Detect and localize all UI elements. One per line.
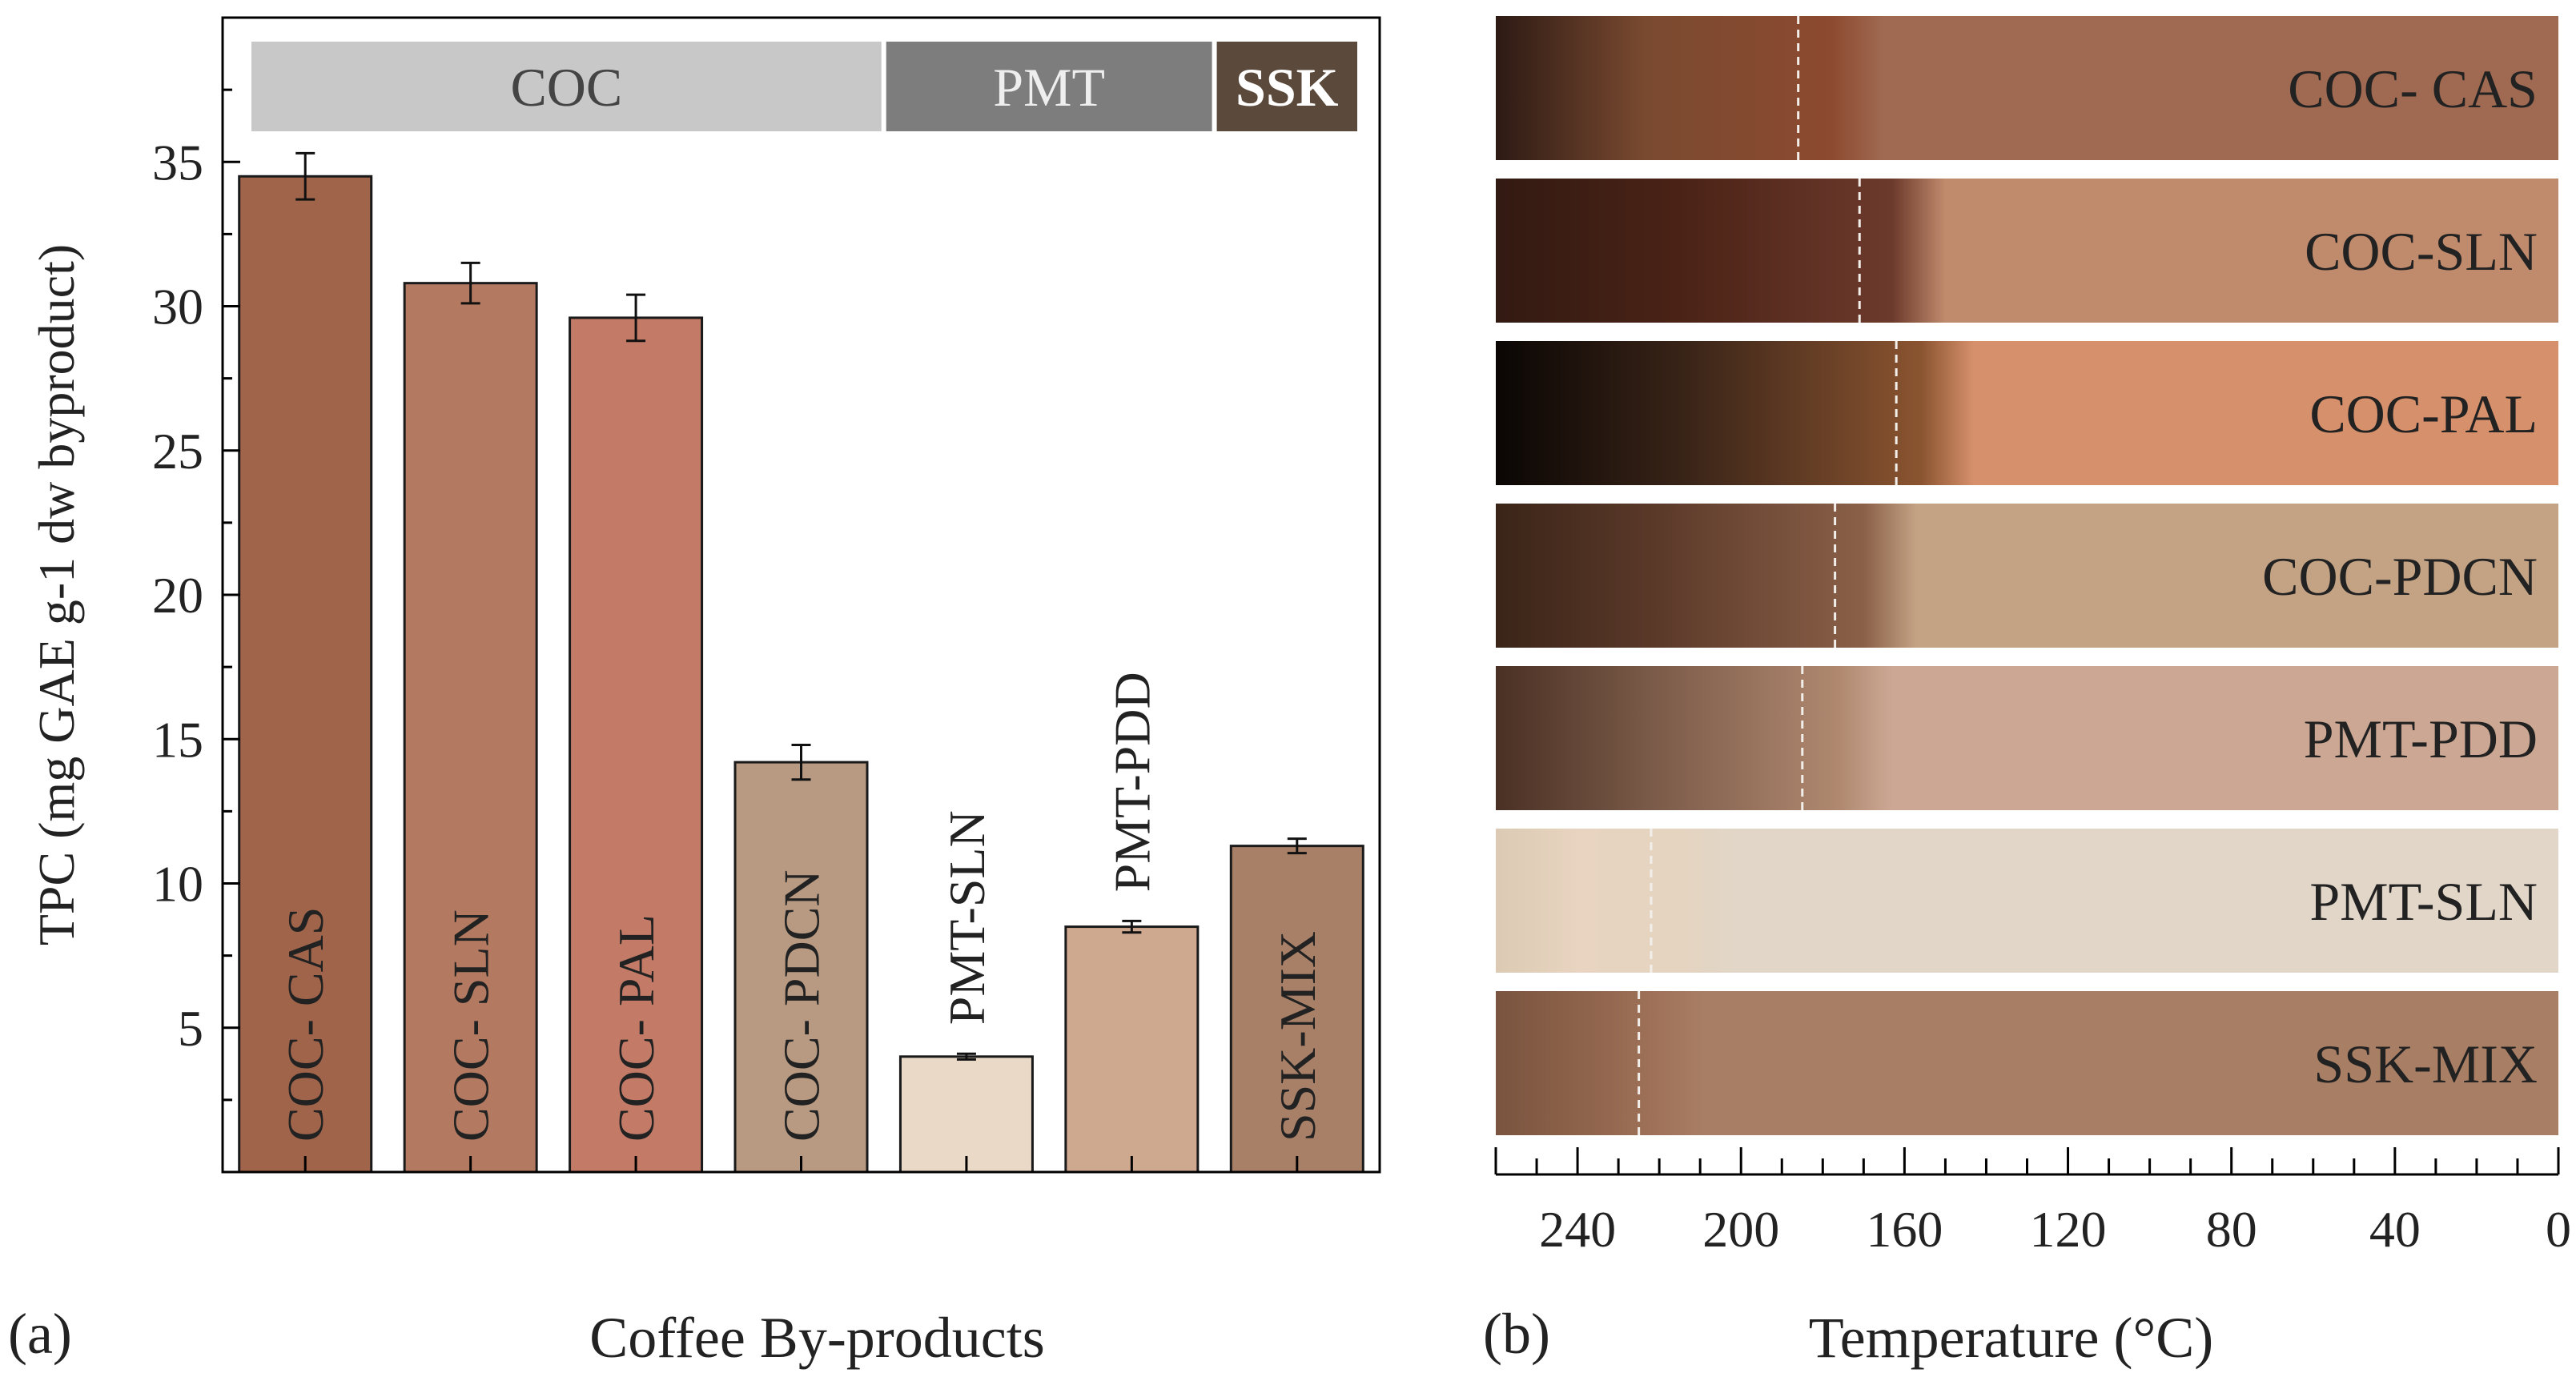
bar-label: COC- CAS (277, 907, 334, 1142)
group-pmt-bar (886, 42, 1212, 131)
temperature-strip-4 (1496, 666, 2558, 810)
x-tick-label: 80 (2206, 1201, 2257, 1258)
bars: COC- CAS COC- SLN COC- PAL COC- PDCN PMT-SLN… (238, 151, 1364, 1174)
x-tick-label: 0 (2546, 1201, 2571, 1258)
y-tick-label: 5 (178, 1000, 203, 1057)
x-tick-label: 200 (1702, 1201, 1779, 1258)
bar-label: COC- PDCN (774, 869, 830, 1142)
group-coc-label: COC (510, 57, 622, 118)
group-coc-bar (251, 42, 882, 131)
y-axis-label: TPC (mg GAE g-1 dw byproduct) (28, 244, 85, 945)
row-label: COC-PAL (2309, 383, 2538, 444)
x-axis-label: Temperature (°C) (1809, 1306, 2214, 1370)
y-tick-label: 15 (152, 711, 203, 768)
row-label: COC- CAS (2288, 58, 2538, 119)
x-tick-label: 240 (1539, 1201, 1616, 1258)
temperature-strip-6 (1496, 991, 2558, 1135)
x-axis: 240 200 160 120 80 40 0 (1494, 1147, 2571, 1258)
group-ssk-bar (1216, 42, 1357, 131)
error-bar-4 (956, 1052, 976, 1061)
temperature-strip-0 (1496, 16, 2558, 160)
error-bar-1 (460, 261, 480, 305)
row-label: COC-SLN (2305, 221, 2538, 282)
y-tick-label: 20 (152, 567, 203, 624)
error-bar-2 (626, 293, 646, 343)
plot-frame (221, 16, 1381, 1174)
group-ssk-label: SSK (1236, 57, 1339, 118)
y-tick-label: 35 (152, 134, 203, 191)
temperature-strip-5 (1496, 829, 2558, 973)
y-tick-label: 30 (152, 279, 203, 335)
row-label: SSK-MIX (2313, 1034, 2538, 1094)
error-bar-5 (1122, 919, 1142, 934)
bar-0 (238, 175, 373, 1174)
error-bar-3 (791, 743, 811, 781)
y-tick-label: 10 (152, 856, 203, 913)
panel-label-a: (a) (8, 1302, 72, 1366)
row-label: PMT-PDD (2304, 709, 2538, 769)
group-pmt-label: PMT (993, 57, 1105, 118)
error-bar-0 (295, 151, 315, 201)
temperature-strip-1 (1496, 179, 2558, 323)
bar-4 (898, 1055, 1034, 1174)
bar-label: COC- SLN (443, 909, 500, 1142)
bar-3 (733, 761, 869, 1174)
x-tick-label: 120 (2030, 1201, 2107, 1258)
group-header-bars: COC PMT SSK (251, 42, 1357, 131)
y-tick-label: 25 (152, 423, 203, 480)
bar-2 (569, 316, 704, 1174)
error-bar-6 (1287, 837, 1307, 855)
bar-label: COC- PAL (608, 914, 665, 1142)
row-label: PMT-SLN (2309, 871, 2538, 932)
x-axis-label: Coffee By-products (589, 1306, 1045, 1370)
temperature-strip-2 (1496, 341, 2558, 485)
panel-label-b: (b) (1483, 1302, 1550, 1366)
row-label: COC-PDCN (2262, 546, 2538, 607)
x-tick-label: 160 (1866, 1201, 1943, 1258)
bar-6 (1229, 845, 1364, 1174)
bar-label: SSK-MIX (1269, 931, 1326, 1142)
bar-5 (1064, 925, 1200, 1174)
x-tick-label: 40 (2369, 1201, 2421, 1258)
bar-label: PMT-PDD (1103, 672, 1160, 892)
temperature-rows: COC- CAS COC-SLN COC-PAL COC-PDCN PMT-PDD PMT… (1496, 16, 2558, 1135)
y-axis: 5 10 15 20 25 30 35 (152, 88, 1299, 1172)
panel-a-bar-chart: COC PMT SSK COC- CAS COC- SLN COC- PAL COC- P… (8, 16, 1381, 1370)
panel-b-temperature-strips: COC- CAS COC-SLN COC-PAL COC-PDCN PMT-PDD PMT… (1483, 16, 2571, 1370)
bar-label: PMT-SLN (938, 810, 995, 1025)
bar-1 (403, 282, 538, 1174)
temperature-strip-3 (1496, 504, 2558, 648)
